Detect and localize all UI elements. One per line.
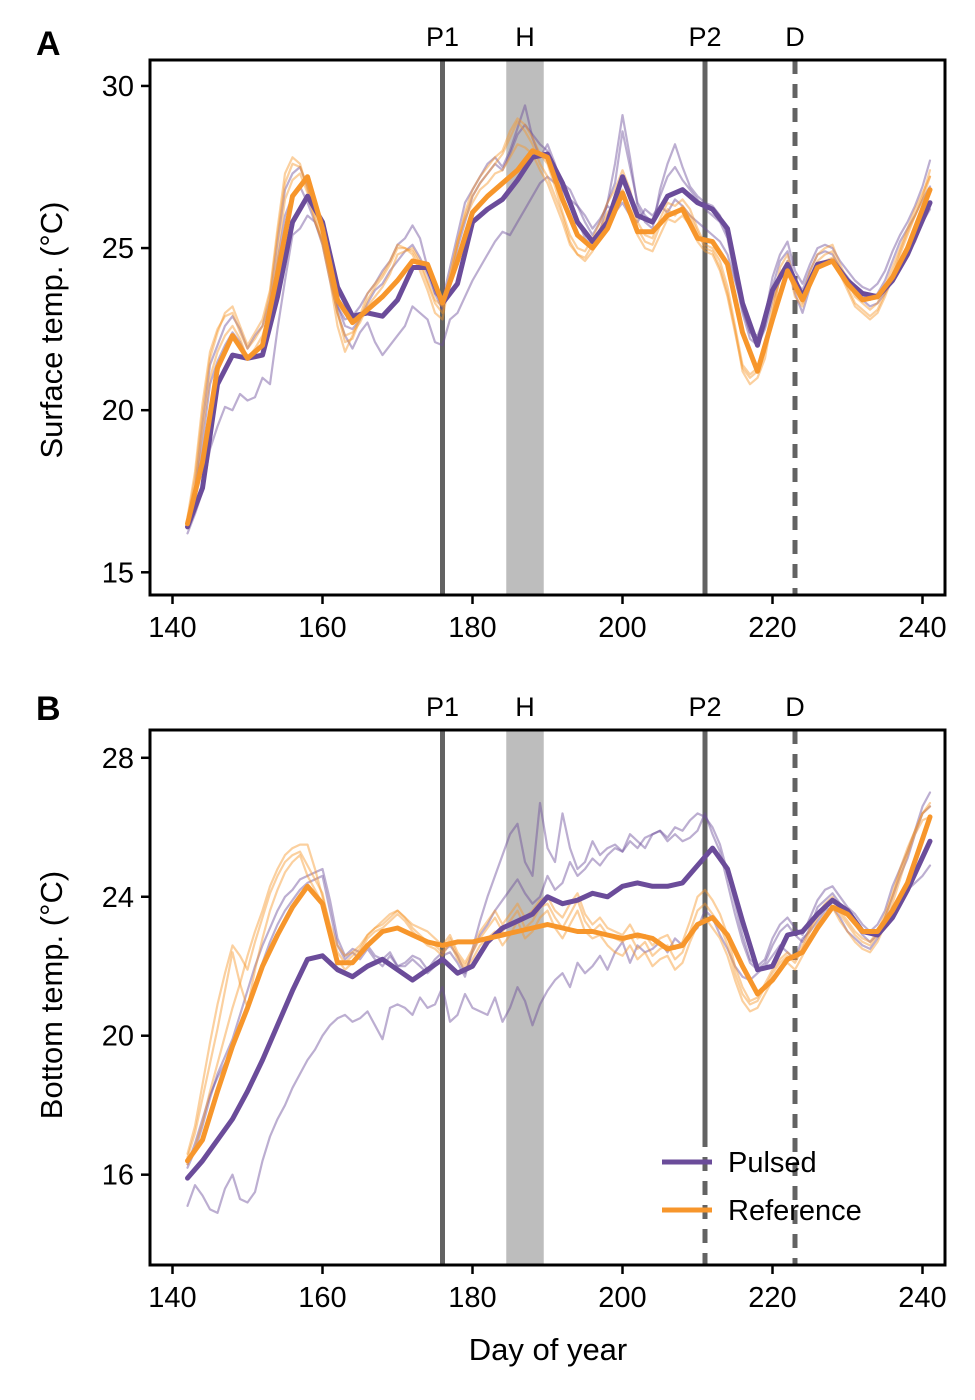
panel-a-y-tick-label: 15 bbox=[102, 557, 134, 589]
panel-a: A Surface temp. (°C) P1 H P2 D 140 160 180 200 2… bbox=[34, 22, 947, 644]
panel-b-pulsed-replicate-line-1 bbox=[186, 864, 932, 1214]
panel-a-pulsed-replicate-line-1 bbox=[186, 175, 932, 535]
panel-b-y-tick-label: 24 bbox=[102, 882, 134, 914]
panel-a-x-tick-label: 240 bbox=[898, 612, 946, 644]
panel-b-plot-area: P1 H P2 D 140 160 180 200 220 240 16 20 24 28 bbox=[102, 692, 947, 1314]
panel-b-reference-replicate-line-1 bbox=[186, 801, 932, 1166]
legend-label-reference: Reference bbox=[728, 1195, 862, 1227]
legend: Pulsed Reference bbox=[662, 1147, 862, 1227]
panel-a-reference-replicate-line-1 bbox=[186, 120, 932, 522]
panel-b-reference-replicate-line-3 bbox=[186, 805, 932, 1155]
panel-b-pulsed-mean-line bbox=[185, 838, 933, 1181]
panel-a-plot-area: P1 H P2 D 140 160 180 200 220 240 15 20 25 30 bbox=[102, 22, 947, 644]
panel-b-x-tick-label: 200 bbox=[598, 1282, 646, 1314]
legend-label-pulsed: Pulsed bbox=[728, 1147, 817, 1179]
panel-a-event-label-p1: P1 bbox=[426, 22, 459, 52]
panel-b-y-axis-title: Bottom temp. (°C) bbox=[34, 871, 69, 1119]
panel-b-pulsed-replicate-line-3 bbox=[186, 801, 932, 1166]
panel-b-event-label-d: D bbox=[785, 692, 805, 722]
panel-b-event-label-p2: P2 bbox=[688, 692, 721, 722]
panel-a-x-tick-label: 220 bbox=[748, 612, 796, 644]
panel-a-x-tick-label: 160 bbox=[298, 612, 346, 644]
panel-b-event-label-h: H bbox=[515, 692, 535, 722]
panel-b-y-tick-label: 16 bbox=[102, 1160, 134, 1192]
panel-b-y-tick-label: 20 bbox=[102, 1021, 134, 1053]
panel-a-y-tick-label: 30 bbox=[102, 71, 134, 103]
panel-b-event-label-p1: P1 bbox=[426, 692, 459, 722]
panel-a-event-label-p2: P2 bbox=[688, 22, 721, 52]
panel-a-event-label-h: H bbox=[515, 22, 535, 52]
panel-b-x-axis-title: Day of year bbox=[469, 1332, 628, 1367]
panel-a-x-tick-label: 180 bbox=[448, 612, 496, 644]
panel-b: B Bottom temp. (°C) Day of year P1 H P2 D 14… bbox=[34, 690, 947, 1367]
panel-b-letter: B bbox=[36, 690, 61, 728]
panel-b-x-tick-label: 140 bbox=[148, 1282, 196, 1314]
panel-a-y-axis-title: Surface temp. (°C) bbox=[34, 201, 69, 458]
panel-a-x-tick-label: 140 bbox=[148, 612, 196, 644]
panel-a-y-tick-label: 20 bbox=[102, 395, 134, 427]
panel-b-x-tick-label: 240 bbox=[898, 1282, 946, 1314]
panel-a-plot-border bbox=[148, 58, 947, 597]
panel-b-heatwave-band bbox=[506, 730, 544, 1265]
panel-b-reference-mean-line bbox=[185, 814, 933, 1164]
panel-a-event-label-d: D bbox=[785, 22, 805, 52]
panel-a-heatwave-band bbox=[506, 60, 544, 595]
panel-b-x-tick-label: 220 bbox=[748, 1282, 796, 1314]
panel-b-plot-border bbox=[148, 728, 947, 1267]
panel-a-pulsed-replicate-line-3 bbox=[186, 104, 932, 525]
panel-b-y-tick-label: 28 bbox=[102, 743, 134, 775]
panel-b-reference-replicate-line-2 bbox=[186, 815, 932, 1159]
panel-b-x-tick-label: 180 bbox=[448, 1282, 496, 1314]
panel-a-letter: A bbox=[36, 25, 61, 63]
panel-a-y-tick-label: 25 bbox=[102, 233, 134, 265]
panel-b-x-tick-label: 160 bbox=[298, 1282, 346, 1314]
panel-a-x-tick-label: 200 bbox=[598, 612, 646, 644]
panel-a-reference-mean-line bbox=[185, 148, 933, 527]
